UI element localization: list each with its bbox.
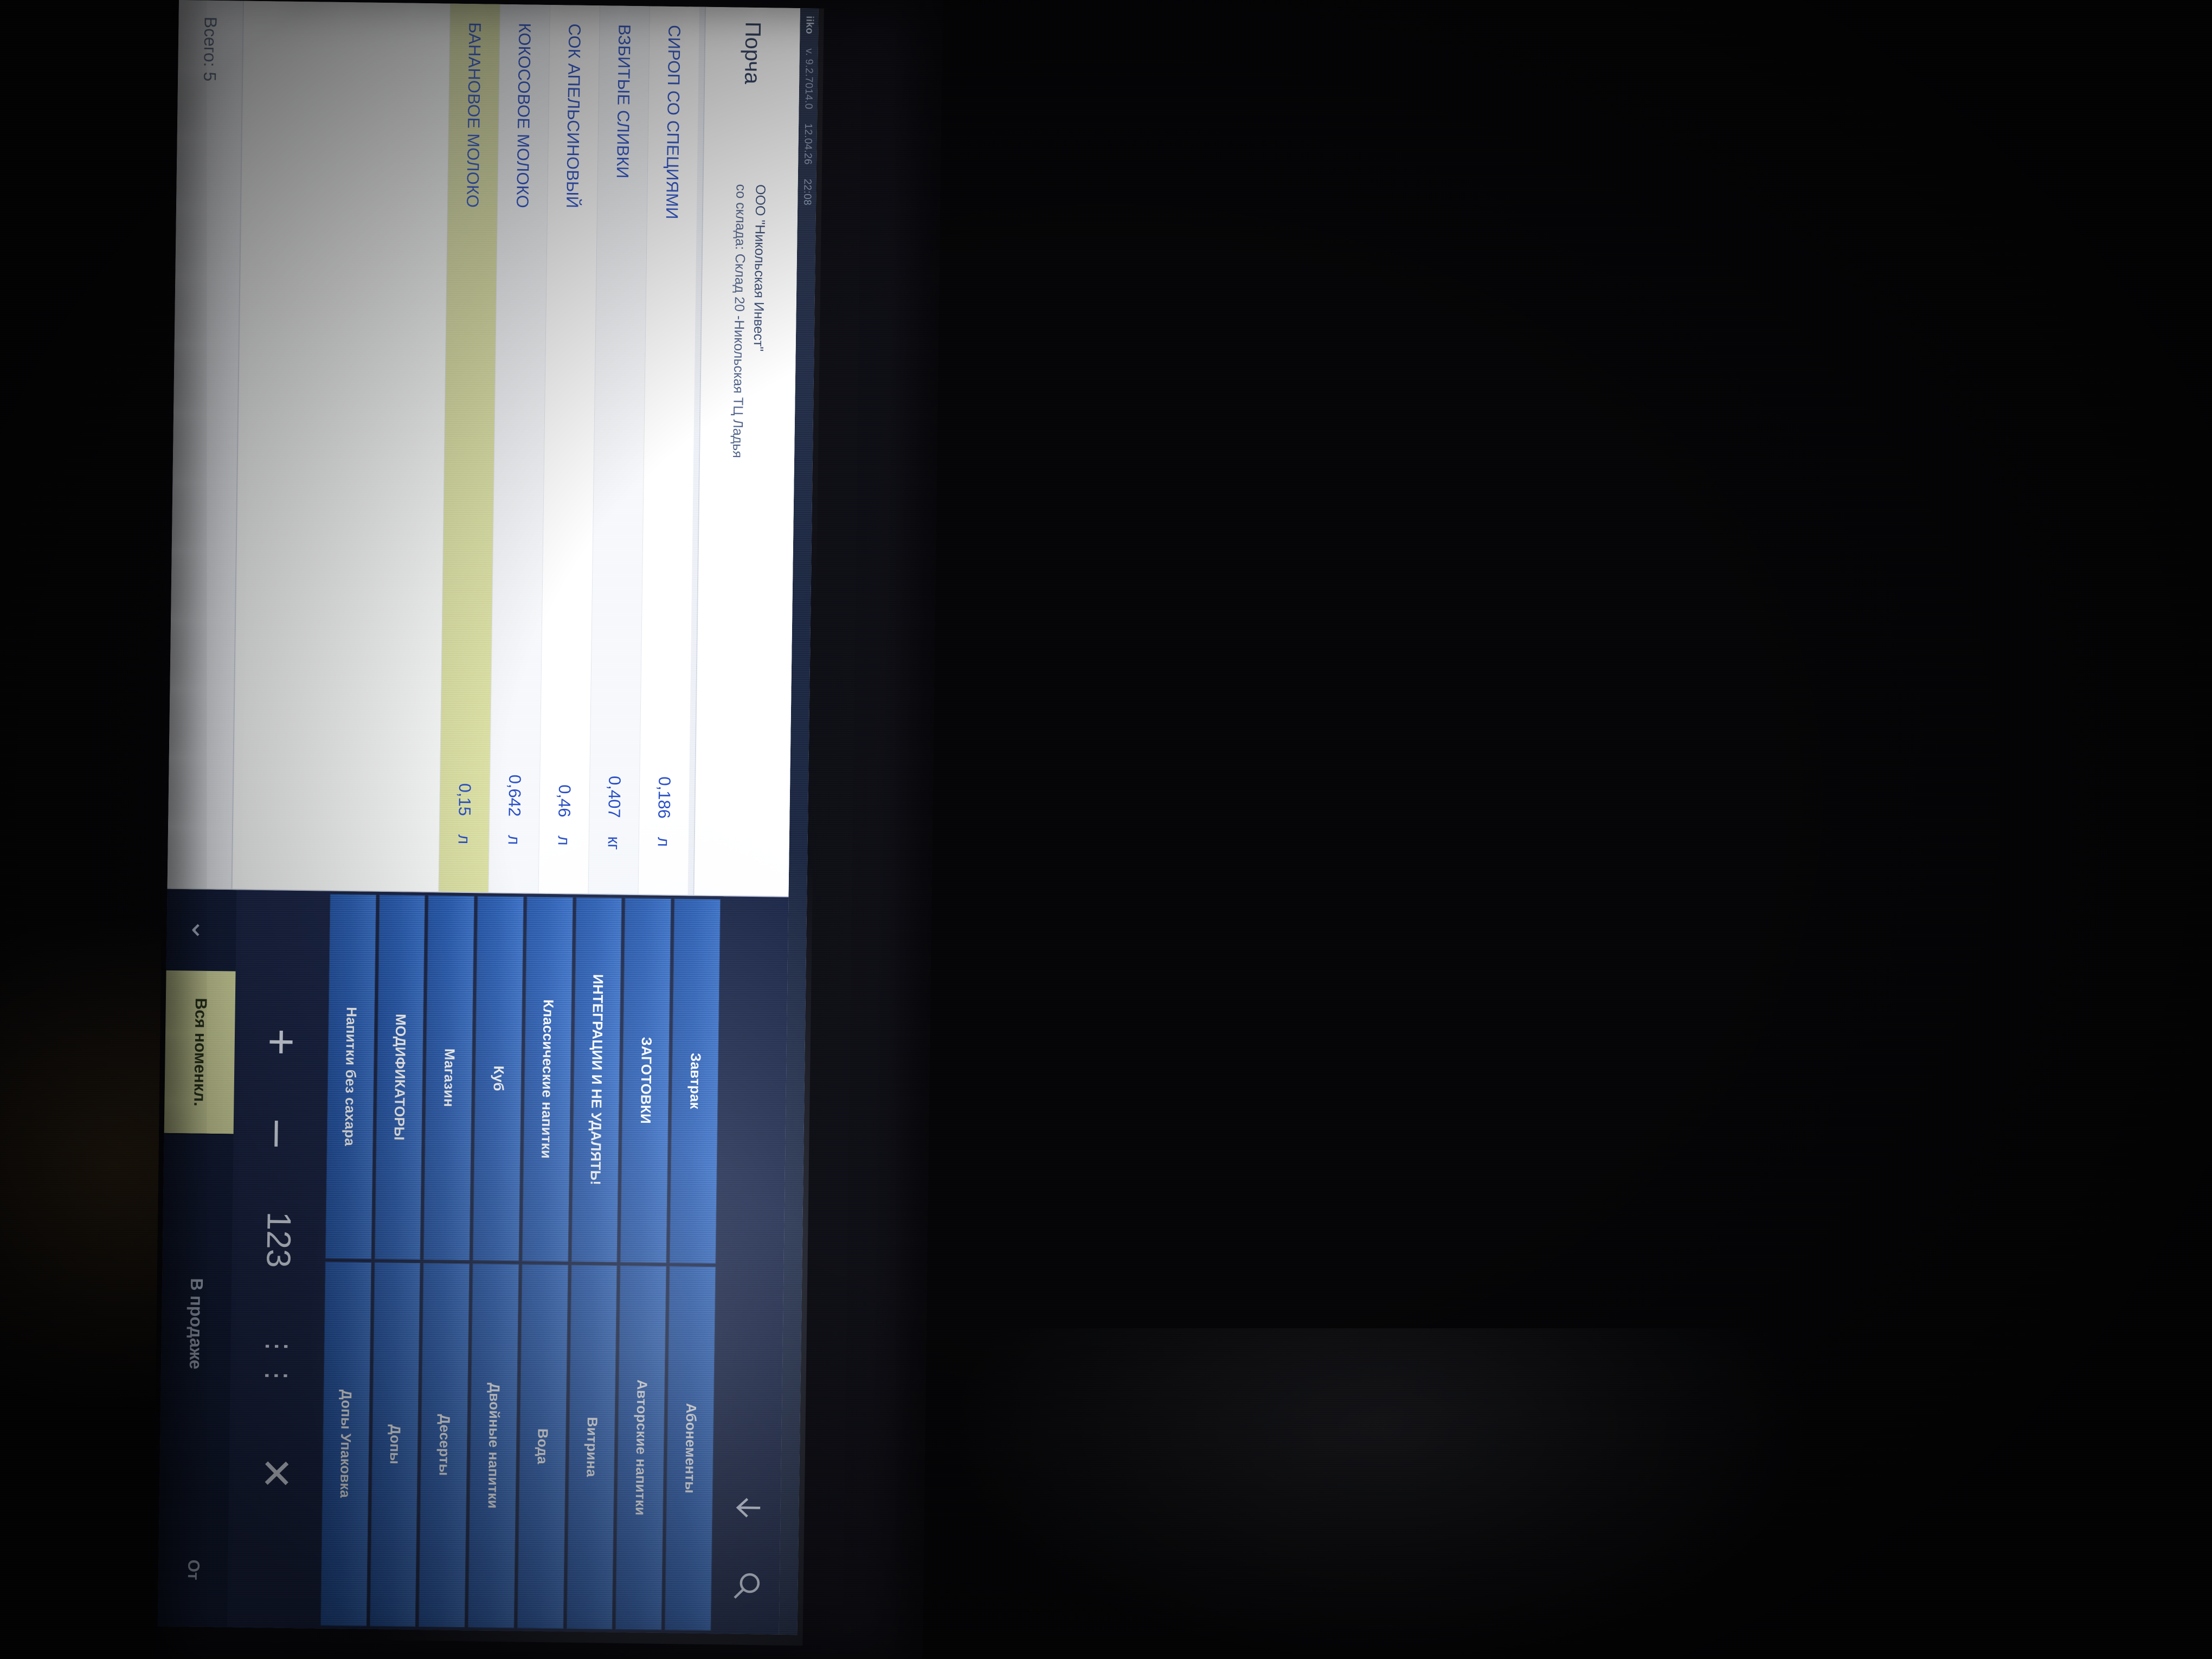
- category-button-magazin[interactable]: Магазин: [423, 895, 475, 1261]
- action-bar: ⌄ Вся номенкл. В продаже От: [157, 889, 237, 1628]
- document-pane: Порча ООО "Никольская Инвест" со склада:…: [167, 0, 800, 897]
- document-footer: Всего: 5: [167, 0, 244, 889]
- document-header: Порча ООО "Никольская Инвест" со склада:…: [693, 7, 800, 896]
- category-button-modifikatory[interactable]: МОДИФИКАТОРЫ: [374, 894, 426, 1260]
- store-name: со склада: Склад 20 -Никольская ТЦ Ладья: [730, 184, 749, 459]
- category-button-voda[interactable]: Вода: [517, 1263, 569, 1629]
- side-toolbar: [714, 896, 789, 1634]
- search-icon[interactable]: [726, 1565, 767, 1606]
- organization-name: ООО "Никольская Инвест": [750, 184, 768, 352]
- product-unit: л: [455, 834, 474, 845]
- tablet-screen: iiko v. 9.2.7014.0 12.04.26 22:08 Порча …: [157, 0, 819, 1645]
- chevron-down-icon[interactable]: ⌄: [166, 889, 237, 972]
- product-unit: кг: [605, 836, 624, 850]
- category-grid[interactable]: Завтрак Абонементы ЗАГОТОВКИ Авторские н…: [320, 891, 724, 1634]
- product-unit: л: [654, 837, 674, 847]
- main-body: Порча ООО "Никольская Инвест" со склада:…: [157, 0, 800, 1635]
- category-button-vitrina[interactable]: Витрина: [566, 1264, 618, 1630]
- product-qty: 0,642: [505, 774, 525, 817]
- category-button-dopy-upakovka[interactable]: Допы Упаковка: [320, 1261, 372, 1626]
- app-version: v. 9.2.7014.0: [802, 48, 815, 110]
- product-name: ВЗБИТЫЕ СЛИВКИ: [613, 24, 634, 179]
- side-pane: Завтрак Абонементы ЗАГОТОВКИ Авторские н…: [157, 889, 789, 1635]
- in-sale-button[interactable]: В продаже: [159, 1133, 234, 1514]
- product-name: КОКОСОВОЕ МОЛОКО: [513, 23, 535, 209]
- iiko-pos-app: iiko v. 9.2.7014.0 12.04.26 22:08 Порча …: [157, 0, 819, 1635]
- product-qty: 0,407: [605, 775, 625, 818]
- category-button-zagotovki[interactable]: ЗАГОТОВКИ: [620, 897, 672, 1263]
- product-unit: л: [505, 835, 524, 845]
- product-unit: л: [555, 835, 574, 846]
- category-button-integracii[interactable]: ИНТЕГРАЦИИ И НЕ УДАЛЯТЬ!: [571, 897, 622, 1263]
- document-meta: ООО "Никольская Инвест" со склада: Склад…: [728, 184, 770, 458]
- product-name: СИРОП СО СПЕЦИЯМИ: [663, 24, 684, 220]
- total-count-label: Всего: 5: [200, 16, 221, 82]
- category-button-dvoynye[interactable]: Двойные напитки: [467, 1263, 519, 1629]
- desk-reflection-glow: [949, 1328, 1816, 1659]
- product-list[interactable]: СИРОП СО СПЕЦИЯМИ 0,186 л ВЗБИТЫЕ СЛИВКИ…: [232, 1, 699, 895]
- arrow-down-icon[interactable]: [728, 1487, 768, 1528]
- category-button-kub[interactable]: Куб: [472, 896, 524, 1261]
- category-button-napitki-bez-sahara[interactable]: Напитки без сахара: [325, 893, 377, 1259]
- current-date: 12.04.26: [802, 123, 814, 165]
- category-button-klassicheskie[interactable]: Классические напитки: [522, 896, 574, 1262]
- quantity-value[interactable]: 123: [259, 1211, 298, 1268]
- minus-button[interactable]: –: [254, 1120, 307, 1147]
- category-button-avtorskie[interactable]: Авторские напитки: [615, 1265, 667, 1630]
- page-title: Порча: [740, 21, 766, 85]
- category-button-deserty[interactable]: Десерты: [419, 1262, 470, 1628]
- category-button-abonementy[interactable]: Абонементы: [664, 1265, 716, 1631]
- quantity-stepper[interactable]: + – 123 ⋮⋮ ✕: [227, 890, 330, 1629]
- product-name: СОК АПЕЛЬСИНОВЫЙ: [563, 23, 584, 209]
- product-qty: 0,15: [455, 783, 475, 816]
- all-nomenclature-button[interactable]: Вся номенкл.: [164, 970, 236, 1134]
- current-time: 22:08: [801, 178, 813, 206]
- more-options-icon[interactable]: ⋮⋮: [261, 1332, 293, 1392]
- category-button-dopy[interactable]: Допы: [369, 1262, 421, 1627]
- close-icon[interactable]: ✕: [253, 1456, 299, 1490]
- side-bottom: + – 123 ⋮⋮ ✕ ⌄ Вся номенкл. В продаже От: [157, 889, 330, 1629]
- category-button-zavtrak[interactable]: Завтрак: [669, 898, 721, 1264]
- plus-button[interactable]: +: [255, 1028, 308, 1056]
- product-name: БАНАНОВОЕ МОЛОКО: [463, 22, 485, 208]
- app-logo: iiko: [803, 16, 815, 35]
- product-qty: 0,186: [654, 776, 674, 819]
- product-qty: 0,46: [555, 784, 575, 818]
- cancel-button[interactable]: От: [157, 1512, 229, 1628]
